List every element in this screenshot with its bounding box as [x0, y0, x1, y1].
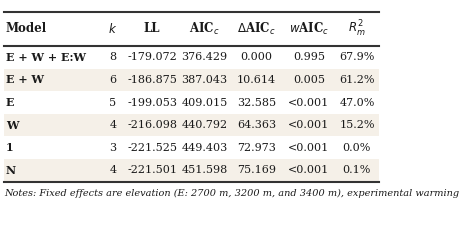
Text: 8: 8	[109, 52, 117, 62]
Text: -221.525: -221.525	[127, 143, 177, 153]
Text: E: E	[6, 97, 14, 108]
Text: E + W + E:W: E + W + E:W	[6, 52, 86, 63]
Text: 10.614: 10.614	[237, 75, 276, 85]
Bar	[4, 114, 379, 136]
Text: -179.072: -179.072	[127, 52, 177, 62]
Text: -199.053: -199.053	[127, 97, 177, 108]
Text: 6: 6	[109, 75, 117, 85]
Bar	[4, 136, 379, 159]
Text: $\Delta$AIC$_c$: $\Delta$AIC$_c$	[237, 21, 276, 37]
Text: 5: 5	[109, 97, 117, 108]
Text: $w$AIC$_c$: $w$AIC$_c$	[289, 21, 329, 37]
Text: 0.995: 0.995	[293, 52, 325, 62]
Text: 32.585: 32.585	[237, 97, 276, 108]
Text: 75.169: 75.169	[237, 165, 276, 175]
Text: 4: 4	[109, 120, 117, 130]
Bar	[4, 46, 379, 69]
Bar	[4, 69, 379, 91]
Text: <0.001: <0.001	[288, 97, 329, 108]
Text: N: N	[6, 165, 16, 176]
Text: E + W: E + W	[6, 74, 44, 85]
Text: 3: 3	[109, 143, 117, 153]
Text: AIC$_c$: AIC$_c$	[189, 21, 219, 37]
Text: -216.098: -216.098	[127, 120, 177, 130]
Text: 64.363: 64.363	[237, 120, 276, 130]
Text: LL: LL	[144, 22, 160, 35]
Text: 0.1%: 0.1%	[343, 165, 371, 175]
Text: 61.2%: 61.2%	[339, 75, 374, 85]
Text: <0.001: <0.001	[288, 143, 329, 153]
Text: $k$: $k$	[108, 22, 118, 36]
Text: 47.0%: 47.0%	[339, 97, 374, 108]
Text: 376.429: 376.429	[181, 52, 228, 62]
Text: 451.598: 451.598	[181, 165, 228, 175]
Bar	[4, 159, 379, 182]
Text: 0.005: 0.005	[293, 75, 325, 85]
Text: 387.043: 387.043	[181, 75, 228, 85]
Text: 67.9%: 67.9%	[339, 52, 374, 62]
Text: 15.2%: 15.2%	[339, 120, 374, 130]
Text: -186.875: -186.875	[127, 75, 177, 85]
Text: 0.0%: 0.0%	[343, 143, 371, 153]
Text: <0.001: <0.001	[288, 165, 329, 175]
Text: $R^2_m$: $R^2_m$	[348, 19, 366, 39]
Bar	[4, 91, 379, 114]
Text: <0.001: <0.001	[288, 120, 329, 130]
Text: 440.792: 440.792	[181, 120, 228, 130]
Text: 449.403: 449.403	[181, 143, 228, 153]
Text: 1: 1	[6, 142, 13, 153]
Text: 0.000: 0.000	[241, 52, 273, 62]
Text: 4: 4	[109, 165, 117, 175]
Text: -221.501: -221.501	[127, 165, 177, 175]
Text: W: W	[6, 120, 18, 131]
Text: 72.973: 72.973	[237, 143, 276, 153]
Text: 409.015: 409.015	[181, 97, 228, 108]
Text: Notes: Fixed effects are elevation (E: 2700 m, 3200 m, and 3400 m), experimental: Notes: Fixed effects are elevation (E: 2…	[4, 189, 459, 198]
Text: Model: Model	[6, 22, 47, 35]
